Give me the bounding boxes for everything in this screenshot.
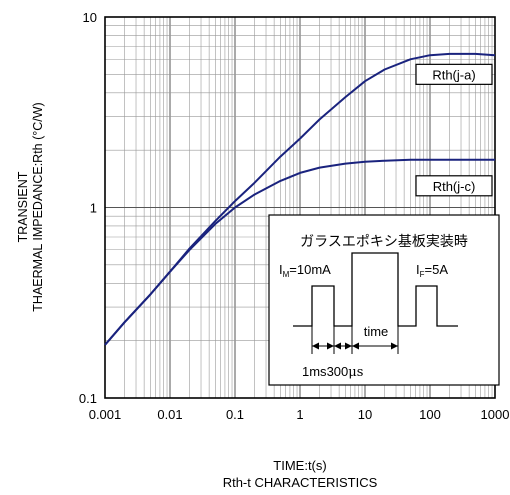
arrow-300us-tail [334, 342, 341, 350]
arrow-1ms-head [327, 342, 334, 350]
x-tick-label: 0.001 [89, 407, 122, 422]
arrow-1ms-tail [312, 342, 319, 350]
x-tick-label: 100 [419, 407, 441, 422]
legend-box [415, 175, 493, 197]
y-tick-label: 10 [83, 10, 97, 25]
pulse-waveform [293, 252, 458, 327]
legend-box [415, 63, 493, 85]
time-label-bg [360, 324, 392, 340]
im-label: IM=10mA [279, 262, 331, 279]
x-tick-label: 0.01 [157, 407, 182, 422]
ylabel-line1: TRANSIENT [16, 171, 30, 242]
x-tick-label: 0.1 [226, 407, 244, 422]
ylabel-line2: THAERMAL IMPEDANCE:Rth (°C/W) [31, 102, 45, 311]
y-tick-label: 1 [90, 201, 97, 216]
arrow-time-head-right [391, 342, 398, 350]
if-label: IF=5A [416, 262, 448, 279]
x-axis-title: TIME:t(s) [273, 458, 327, 473]
series-group [104, 52, 496, 346]
y-tick-label: 0.1 [79, 391, 97, 406]
y-axis-title: TRANSIENT THAERMAL IMPEDANCE:Rth (°C/W) [8, 0, 48, 400]
legend-label: Rth(j-a) [432, 67, 475, 82]
inset-title: ガラスエポキシ基板実装時 [300, 233, 468, 249]
plot-frame [104, 16, 496, 399]
arrow-300us-head [345, 342, 352, 350]
x-tick-label: 1 [296, 407, 303, 422]
chart-subtitle: Rth-t CHARACTERISTICS [222, 475, 378, 490]
x-tick-label: 1000 [481, 407, 510, 422]
legend-label: Rth(j-c) [433, 179, 476, 194]
tick-labels: 0.001 0.01 0.1 1 10 100 1000 0.1 1 10 [79, 10, 510, 422]
arrow-time-head-left [352, 342, 359, 350]
duration-labels: 1ms300μs [302, 364, 363, 380]
series-line-rth-j-c- [104, 158, 495, 346]
legend-group: Rth(j-a) Rth(j-c) [415, 63, 493, 197]
x-tick-label: 10 [358, 407, 372, 422]
inset-frame [268, 214, 500, 386]
inset-box: ガラスエポキシ基板実装時 IM=10mA IF=5A time 1ms300μs [268, 214, 500, 386]
time-label: time [364, 324, 389, 339]
